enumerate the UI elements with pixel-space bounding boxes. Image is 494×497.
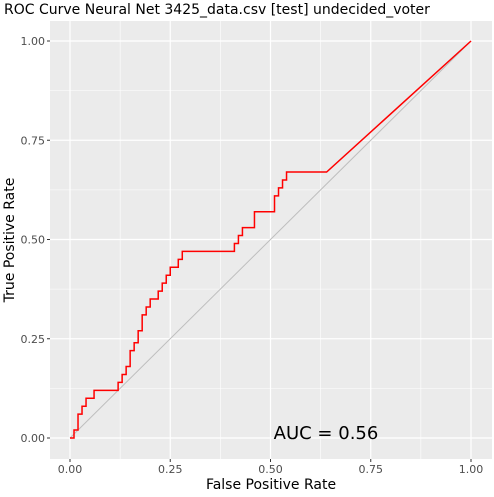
y-tick-label: 0.25 bbox=[21, 333, 46, 346]
reference-layer bbox=[69, 40, 472, 439]
x-tick-label: 1.00 bbox=[459, 463, 484, 476]
curve-layer bbox=[70, 40, 472, 439]
y-axis-ticks: 0.00 0.25 0.50 0.75 1.00 bbox=[21, 35, 50, 445]
y-tick-label: 1.00 bbox=[21, 35, 46, 48]
x-tick-label: 0.50 bbox=[258, 463, 283, 476]
x-axis-ticks: 0.00 0.25 0.50 0.75 1.00 bbox=[58, 459, 484, 476]
y-axis-title: True Positive Rate bbox=[2, 178, 18, 304]
x-tick-label: 0.75 bbox=[359, 463, 384, 476]
x-tick-label: 0.25 bbox=[158, 463, 183, 476]
x-axis-title: False Positive Rate bbox=[206, 477, 336, 493]
auc-annotation: AUC = 0.56 bbox=[274, 423, 379, 444]
y-tick-label: 0.50 bbox=[21, 234, 46, 247]
roc-curve-line bbox=[70, 40, 472, 439]
reference-diagonal-line bbox=[69, 40, 472, 439]
chart-title: ROC Curve Neural Net 3425_data.csv [test… bbox=[4, 2, 430, 18]
y-tick-label: 0.75 bbox=[21, 134, 46, 147]
x-tick-label: 0.00 bbox=[58, 463, 83, 476]
y-tick-label: 0.00 bbox=[21, 432, 46, 445]
